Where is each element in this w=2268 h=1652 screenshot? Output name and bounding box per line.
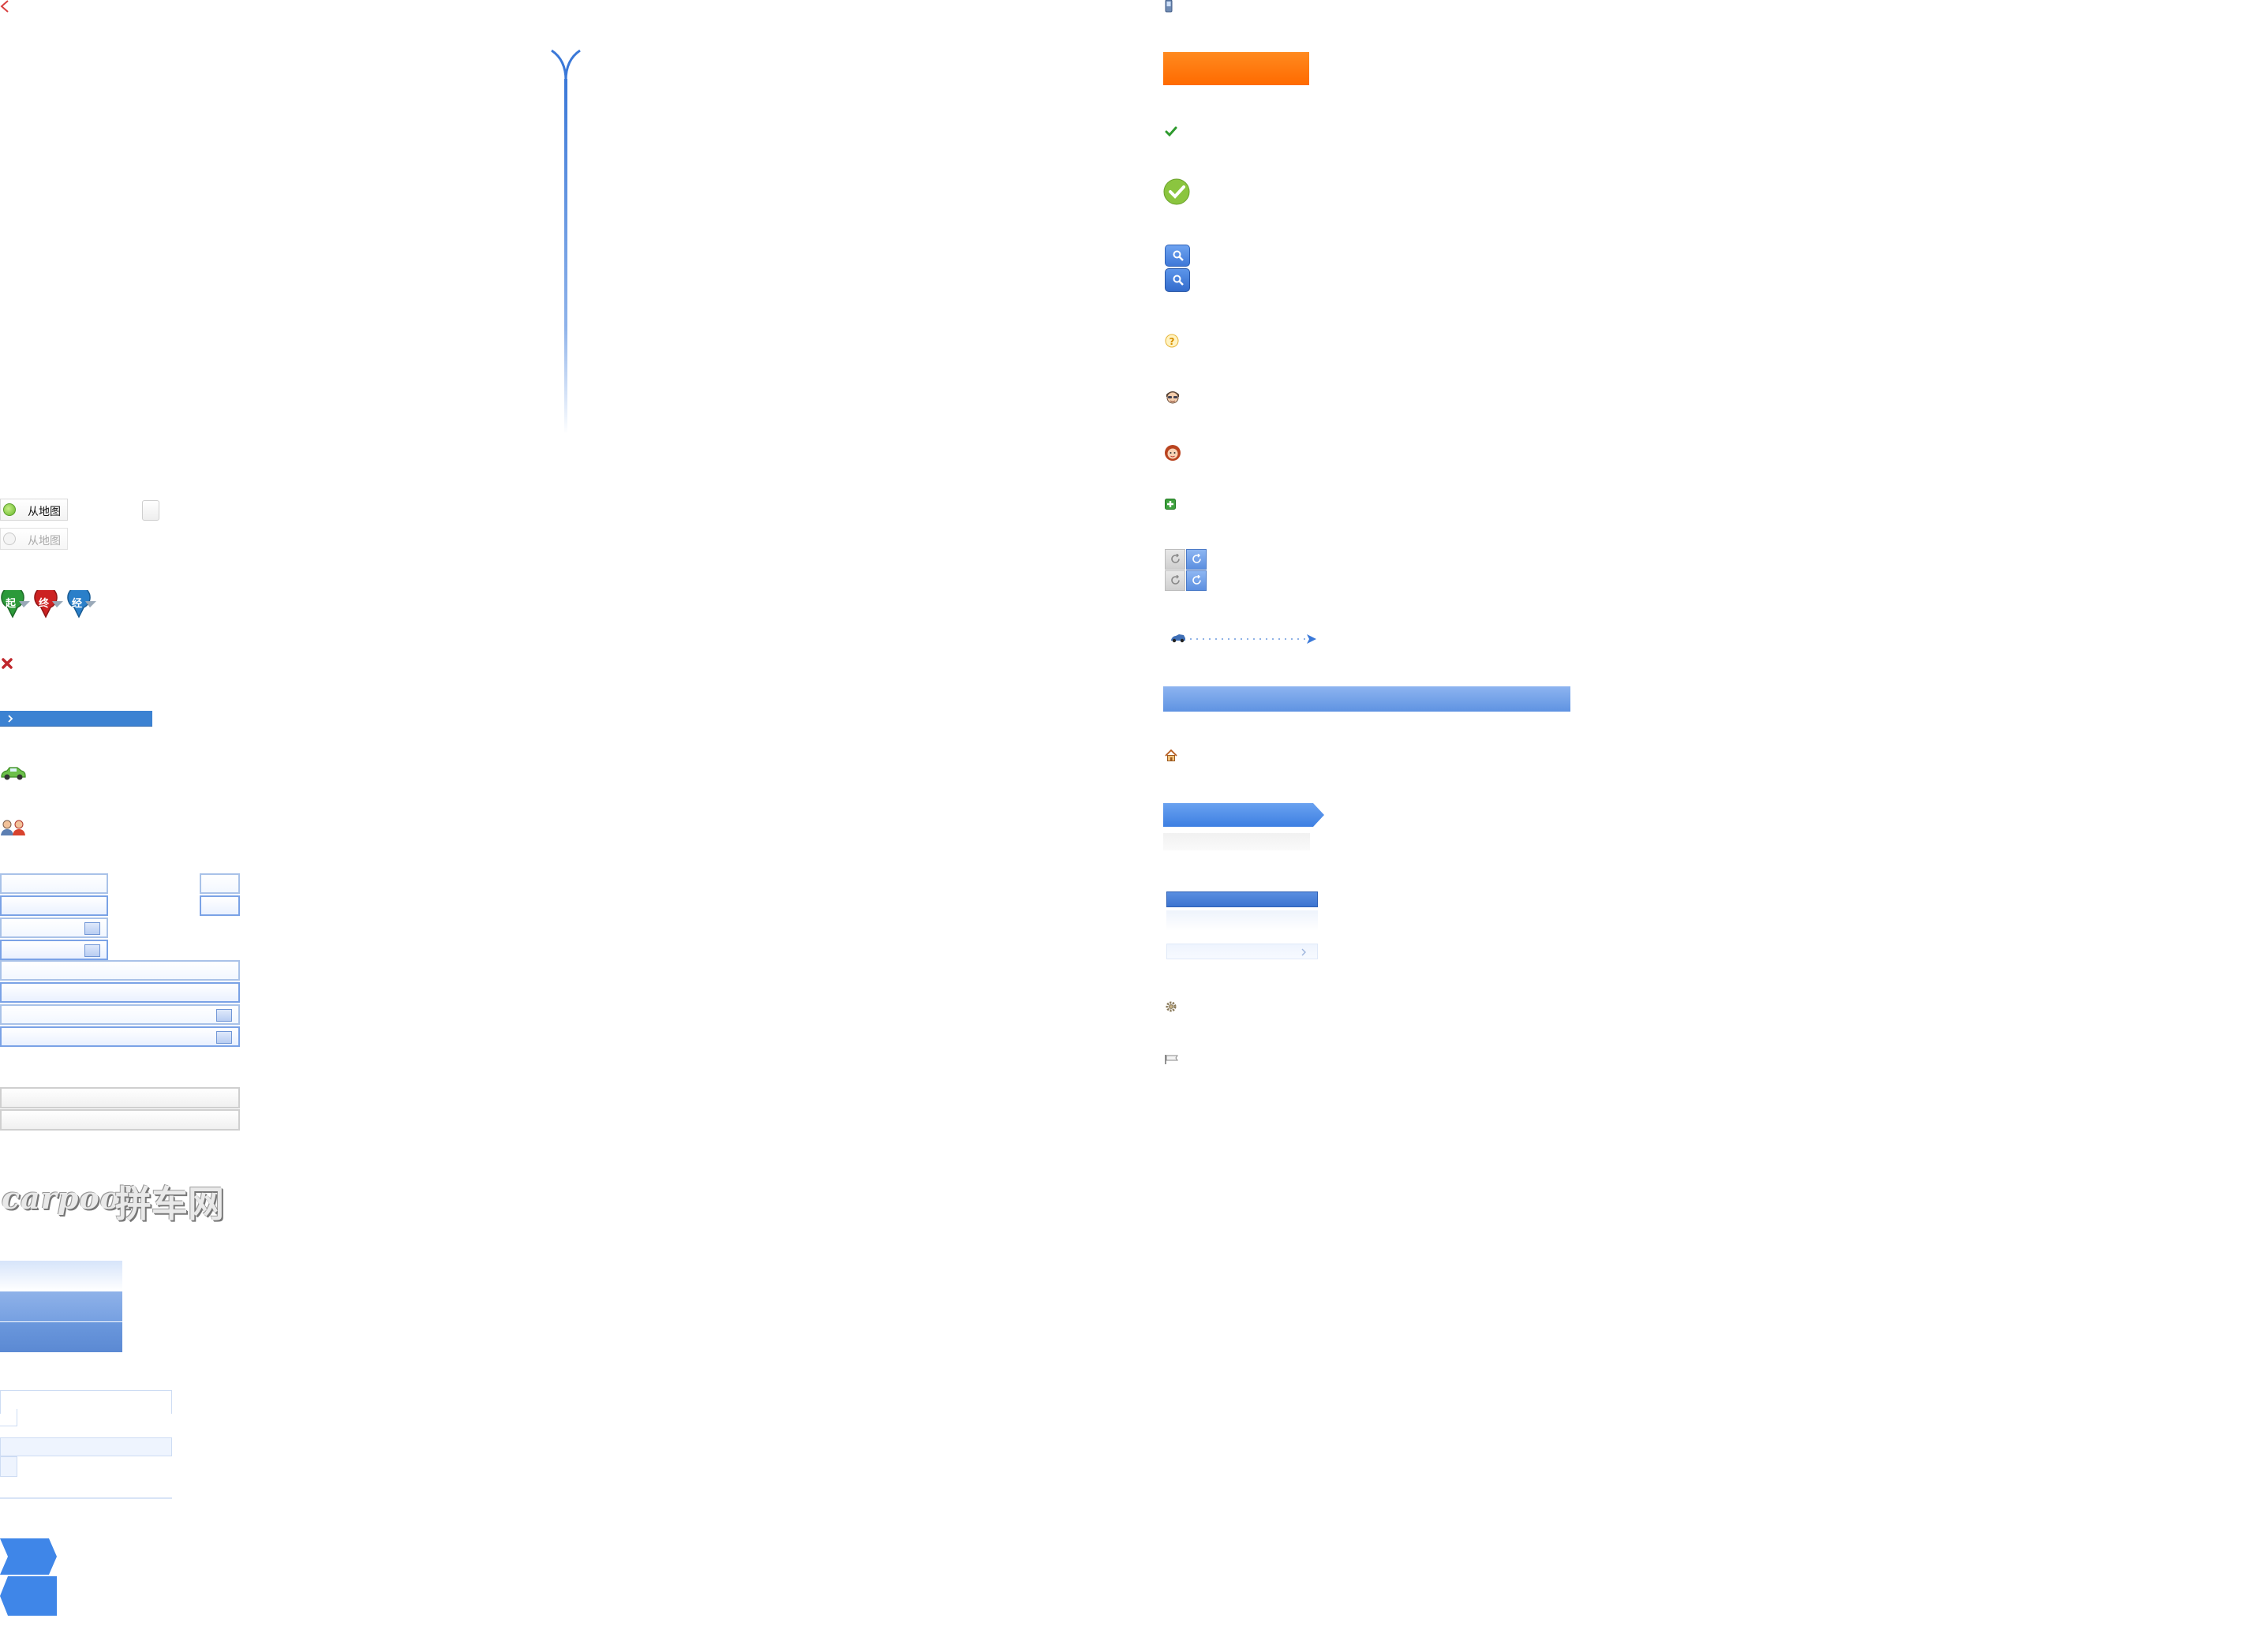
map-pick-button-active[interactable]: 从地图: [0, 499, 68, 521]
arrow-tab-primary[interactable]: [0, 1538, 58, 1575]
refresh-icon: [1192, 575, 1201, 585]
radio-icon: [3, 503, 16, 516]
route-icon: [1171, 634, 1316, 644]
text-input-mini[interactable]: [200, 873, 240, 894]
tab-bg-light: [0, 1261, 122, 1291]
marker-label: 起: [6, 597, 17, 609]
check-icon: [1165, 126, 1177, 137]
map-pick-button-inactive[interactable]: 从地图: [0, 528, 68, 550]
phone-icon: [1165, 0, 1173, 13]
flag-icon: [1165, 1055, 1178, 1064]
marker-label: 经: [72, 597, 83, 609]
date-input-long-focus[interactable]: [0, 1026, 240, 1047]
panel-highlight-bar: [0, 1437, 172, 1456]
x-icon[interactable]: [2, 658, 13, 669]
female-avatar-icon: [1165, 445, 1181, 461]
panel-top-frame: [0, 1390, 172, 1414]
home-icon: [1165, 749, 1177, 761]
date-input-long[interactable]: [0, 1004, 240, 1025]
chevron-right-icon: [8, 715, 13, 723]
refresh-icon: [1192, 554, 1201, 563]
arrow-tab-secondary[interactable]: [0, 1576, 58, 1616]
search-button[interactable]: [1165, 245, 1190, 267]
close-icon[interactable]: [0, 0, 11, 13]
text-input-gray[interactable]: [0, 1087, 240, 1108]
search-button-hover[interactable]: [1165, 268, 1190, 292]
marker-label: 终: [39, 597, 50, 609]
radio-icon: [3, 533, 16, 545]
marker-end-pin: 终: [33, 590, 65, 619]
refresh-button-gray[interactable]: [1165, 549, 1185, 570]
refresh-icon: [1171, 575, 1180, 585]
marker-via-pin: 经: [66, 590, 98, 619]
tab-bg-dark: [0, 1322, 122, 1352]
refresh-button-gray-alt[interactable]: [1165, 570, 1185, 591]
chevron-right-icon: [1301, 948, 1306, 956]
tab-bg-medium: [0, 1291, 122, 1321]
map-pick-label: 从地图: [28, 534, 61, 547]
calendar-icon[interactable]: [84, 922, 100, 935]
text-input-long[interactable]: [0, 960, 240, 981]
panel-tab-stub: [0, 1456, 17, 1477]
logo-chinese: 拼车网: [115, 1183, 224, 1224]
refresh-button-blue[interactable]: [1186, 549, 1207, 570]
question-icon: ?: [1165, 334, 1179, 348]
header-bar: [1163, 686, 1570, 712]
calendar-icon[interactable]: [216, 1031, 232, 1044]
panel-bottom-line: [0, 1497, 172, 1499]
arrow-line: [551, 49, 581, 434]
svg-text:?: ?: [1170, 336, 1175, 347]
search-icon: [1173, 275, 1184, 286]
map-pick-label: 从地图: [28, 505, 61, 518]
text-input-gray-alt[interactable]: [0, 1109, 240, 1131]
checkbox-icon[interactable]: [142, 500, 159, 521]
pin-icon: [1, 590, 30, 619]
orange-button-bg[interactable]: [1163, 52, 1309, 85]
pin-icon: [67, 590, 96, 619]
gear-icon[interactable]: [1165, 1000, 1177, 1013]
title-strip: [1166, 891, 1318, 907]
date-input-short-focus[interactable]: [0, 940, 108, 960]
banner-shadow: [1163, 833, 1310, 850]
title-strip-fade: [1166, 910, 1318, 931]
plus-icon[interactable]: [1165, 499, 1176, 510]
logo: carpool 拼车网: [0, 1174, 245, 1224]
date-input-short[interactable]: [0, 918, 108, 938]
calendar-icon[interactable]: [84, 944, 100, 957]
refresh-button-blue-alt[interactable]: [1186, 570, 1207, 591]
text-input-mini-focus[interactable]: [200, 895, 240, 916]
pin-icon: [34, 590, 63, 619]
text-input-long-focus[interactable]: [0, 982, 240, 1003]
marker-start-pin: 起: [0, 590, 32, 619]
users-icon: [1, 820, 25, 835]
check-circle-icon: [1163, 178, 1190, 205]
text-input-short-focus[interactable]: [0, 895, 108, 916]
panel-corner-mark: [0, 1409, 17, 1426]
text-input-short[interactable]: [0, 873, 108, 894]
search-icon: [1173, 250, 1184, 261]
calendar-icon[interactable]: [216, 1009, 232, 1022]
refresh-icon: [1171, 554, 1180, 563]
male-avatar-icon: [1166, 391, 1179, 404]
arrow-banner[interactable]: [1163, 803, 1324, 827]
logo-latin: carpool: [2, 1180, 133, 1216]
car-icon: [1, 767, 26, 780]
pager-strip[interactable]: [1166, 944, 1318, 959]
collapse-bar[interactable]: [0, 711, 152, 727]
